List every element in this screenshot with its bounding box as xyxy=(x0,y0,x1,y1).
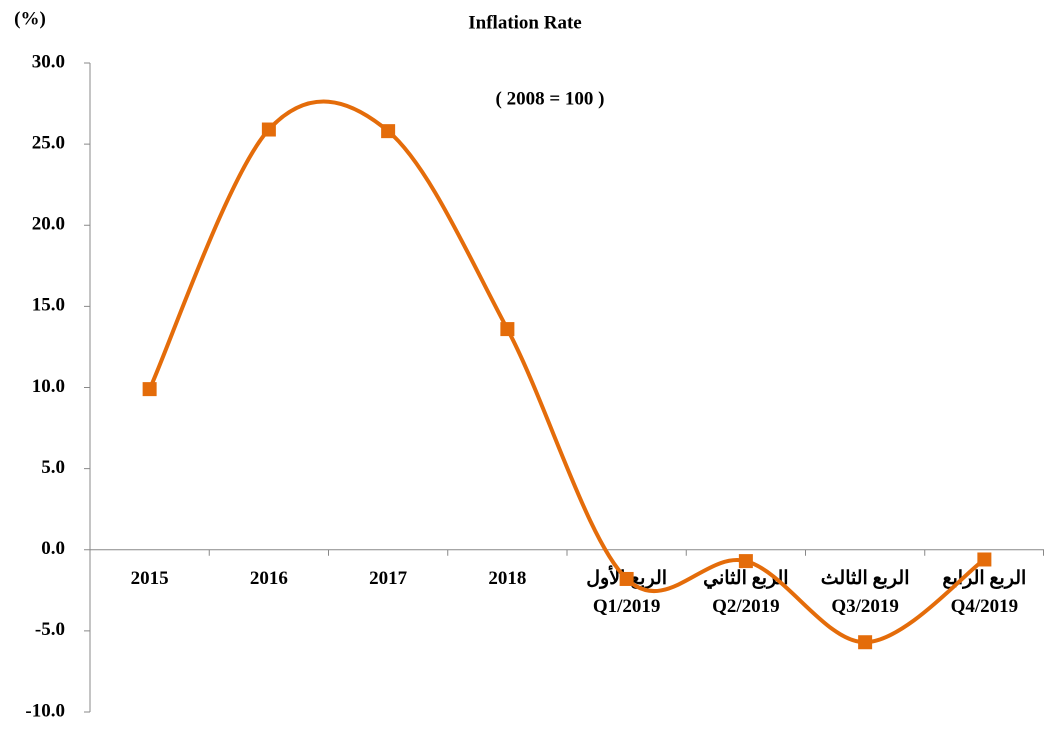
x-tick-label: Q2/2019 xyxy=(712,596,780,617)
x-tick-label: Q4/2019 xyxy=(951,596,1019,617)
marker xyxy=(381,124,396,139)
x-tick-label: 2018 xyxy=(488,568,526,589)
marker xyxy=(977,552,992,567)
y-tick-label: -5.0 xyxy=(35,619,65,640)
x-tick-label: 2015 xyxy=(131,568,169,589)
y-tick-label: 5.0 xyxy=(41,457,65,478)
marker xyxy=(142,382,157,397)
line xyxy=(147,99,986,645)
y-tick-label: 10.0 xyxy=(32,376,65,397)
y-axis-label: (%) xyxy=(14,8,46,29)
y-tick-label: 0.0 xyxy=(41,538,65,559)
x-tick-label: الربع الثالث xyxy=(821,568,910,589)
marker xyxy=(261,122,276,137)
marker xyxy=(500,322,515,337)
y-tick-label: 20.0 xyxy=(32,214,65,235)
x-tick-label: Q3/2019 xyxy=(831,596,899,617)
x-tick-label: 2016 xyxy=(250,568,288,589)
y-tick-label: 25.0 xyxy=(32,132,65,153)
marker xyxy=(858,635,873,650)
x-tick-label: Q1/2019 xyxy=(593,596,661,617)
y-tick-label: 30.0 xyxy=(32,51,65,72)
y-tick-label: 15.0 xyxy=(32,295,65,316)
marker xyxy=(738,554,753,569)
x-tick-label: 2017 xyxy=(369,568,408,589)
marker xyxy=(619,571,634,586)
y-tick-label: -10.0 xyxy=(25,700,65,721)
chart-subtitle: ( 2008 = 100 ) xyxy=(496,88,605,109)
chart-title: Inflation Rate xyxy=(468,12,581,33)
x-tick-label: الربع الرابع xyxy=(942,568,1026,589)
